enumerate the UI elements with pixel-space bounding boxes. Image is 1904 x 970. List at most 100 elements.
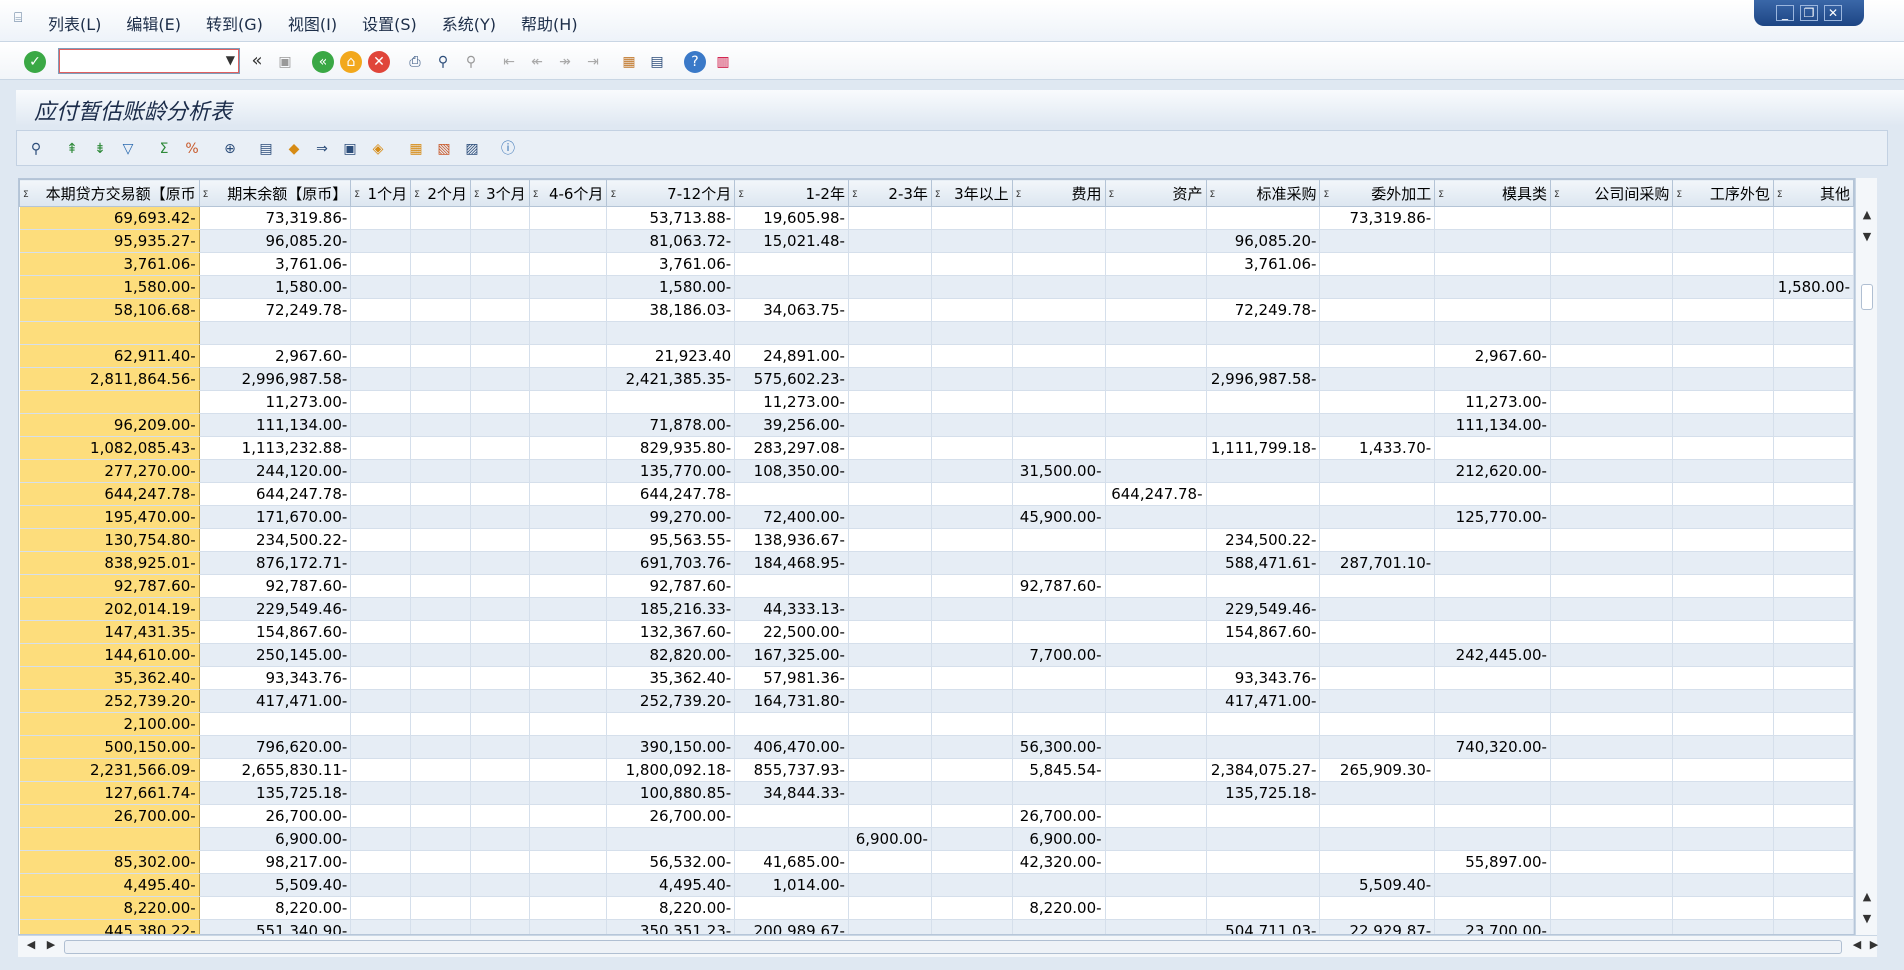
table-cell[interactable] [1773, 344, 1854, 368]
table-cell[interactable]: 93,343.76- [199, 666, 352, 690]
table-cell[interactable]: 111,134.00- [1434, 413, 1551, 437]
table-cell[interactable] [1319, 850, 1436, 874]
table-cell[interactable] [1550, 804, 1674, 828]
table-cell[interactable] [350, 758, 412, 782]
table-cell[interactable] [848, 413, 932, 437]
horizontal-scrollbar[interactable]: ◀ ▶ ◀ ▶ [18, 935, 1878, 957]
table-cell[interactable] [848, 689, 932, 713]
exit-icon[interactable]: ⌂ [340, 51, 362, 73]
table-cell[interactable] [848, 298, 932, 322]
table-cell[interactable] [410, 758, 471, 782]
table-cell[interactable]: 82,820.00- [606, 643, 736, 667]
table-row[interactable]: 58,106.68- 72,249.78- 38,186.03- 34,063.75-… [19, 298, 1854, 322]
table-cell[interactable]: 71,878.00- [606, 413, 736, 437]
table-cell[interactable] [1434, 712, 1551, 736]
shortcut-icon[interactable]: ▤ [650, 54, 664, 70]
abc-analysis-icon[interactable]: ▣ [343, 141, 357, 157]
table-cell[interactable] [1773, 528, 1854, 552]
table-cell[interactable] [1319, 459, 1436, 483]
find-next-icon[interactable]: ⚲ [465, 54, 477, 70]
table-cell[interactable] [1105, 298, 1207, 322]
sort-ascending-icon[interactable]: ⇞ [66, 141, 78, 157]
table-row[interactable]: 6,900.00- 6,900.00- 6,900.00- [19, 827, 1854, 851]
table-cell[interactable] [848, 643, 932, 667]
table-cell[interactable] [1773, 712, 1854, 736]
table-cell[interactable] [848, 229, 932, 253]
table-cell[interactable] [1550, 758, 1674, 782]
table-cell[interactable] [734, 827, 849, 851]
table-cell[interactable] [410, 390, 471, 414]
table-cell[interactable] [1434, 620, 1551, 644]
table-cell[interactable] [734, 482, 849, 506]
table-cell[interactable] [470, 758, 530, 782]
table-cell[interactable] [1550, 574, 1674, 598]
table-cell[interactable]: 35,362.40- [19, 666, 200, 690]
table-cell[interactable] [931, 413, 1013, 437]
table-cell[interactable] [931, 804, 1013, 828]
table-cell[interactable] [1012, 620, 1106, 644]
table-cell[interactable] [529, 413, 608, 437]
table-cell[interactable]: 22,929.87- [1319, 919, 1436, 934]
table-cell[interactable] [848, 896, 932, 920]
table-cell[interactable] [1206, 413, 1321, 437]
table-cell[interactable] [1105, 436, 1207, 460]
vertical-scrollbar[interactable]: ▲ ▼ ▲ ▼ [1855, 178, 1877, 935]
table-cell[interactable] [410, 735, 471, 759]
table-cell[interactable] [529, 574, 608, 598]
table-cell[interactable] [410, 873, 471, 897]
table-cell[interactable] [1012, 252, 1106, 276]
table-cell[interactable] [410, 321, 471, 345]
table-cell[interactable]: 34,063.75- [734, 298, 849, 322]
table-cell[interactable]: 4,495.40- [19, 873, 200, 897]
table-cell[interactable] [1105, 229, 1207, 253]
table-cell[interactable] [1773, 873, 1854, 897]
table-cell[interactable] [1773, 689, 1854, 713]
table-cell[interactable] [1012, 689, 1106, 713]
table-cell[interactable] [1550, 919, 1674, 934]
table-cell[interactable] [470, 896, 530, 920]
graphic-icon[interactable]: ◈ [372, 141, 384, 157]
table-cell[interactable] [470, 229, 530, 253]
table-cell[interactable]: 55,897.00- [1434, 850, 1551, 874]
table-cell[interactable] [350, 689, 412, 713]
table-cell[interactable] [1672, 252, 1774, 276]
table-cell[interactable] [1434, 275, 1551, 299]
table-cell[interactable] [350, 344, 412, 368]
table-cell[interactable]: 1,014.00- [734, 873, 849, 897]
table-cell[interactable] [529, 482, 608, 506]
close-icon[interactable]: ✕ [1824, 5, 1842, 21]
table-cell[interactable] [1319, 252, 1436, 276]
table-cell[interactable] [470, 919, 530, 934]
table-cell[interactable] [350, 551, 412, 575]
table-cell[interactable] [1672, 689, 1774, 713]
table-cell[interactable]: 1,433.70- [1319, 436, 1436, 460]
table-cell[interactable] [1105, 252, 1207, 276]
table-cell[interactable] [1012, 275, 1106, 299]
table-cell[interactable]: 2,231,566.09- [19, 758, 200, 782]
table-row[interactable]: 95,935.27- 96,085.20- 81,063.72- 15,021.48-… [19, 229, 1854, 253]
table-cell[interactable] [1550, 712, 1674, 736]
table-cell[interactable] [1012, 229, 1106, 253]
table-row[interactable]: 2,811,864.56- 2,996,987.58- 2,421,385.35- 5… [19, 367, 1854, 391]
table-cell[interactable] [1672, 620, 1774, 644]
column-header[interactable]: Σ 工序外包 [1672, 179, 1774, 207]
table-cell[interactable]: 644,247.78- [199, 482, 352, 506]
table-cell[interactable]: 212,620.00- [1434, 459, 1551, 483]
table-cell[interactable] [1105, 689, 1207, 713]
table-cell[interactable] [1319, 367, 1436, 391]
table-cell[interactable] [199, 712, 352, 736]
table-cell[interactable] [1319, 781, 1436, 805]
table-cell[interactable] [1672, 666, 1774, 690]
table-cell[interactable] [1672, 804, 1774, 828]
table-cell[interactable]: 195,470.00- [19, 505, 200, 529]
column-header[interactable]: Σ 2个月 [410, 179, 471, 207]
table-cell[interactable]: 252,739.20- [19, 689, 200, 713]
column-header[interactable]: Σ 公司间采购 [1549, 179, 1674, 207]
table-cell[interactable] [931, 574, 1013, 598]
table-cell[interactable] [1434, 528, 1551, 552]
table-cell[interactable] [1550, 367, 1674, 391]
table-cell[interactable]: 92,787.60- [199, 574, 352, 598]
table-cell[interactable]: 95,563.55- [606, 528, 736, 552]
menu-item[interactable]: 编辑(E) [126, 15, 182, 34]
table-cell[interactable]: 1,580.00- [199, 275, 352, 299]
